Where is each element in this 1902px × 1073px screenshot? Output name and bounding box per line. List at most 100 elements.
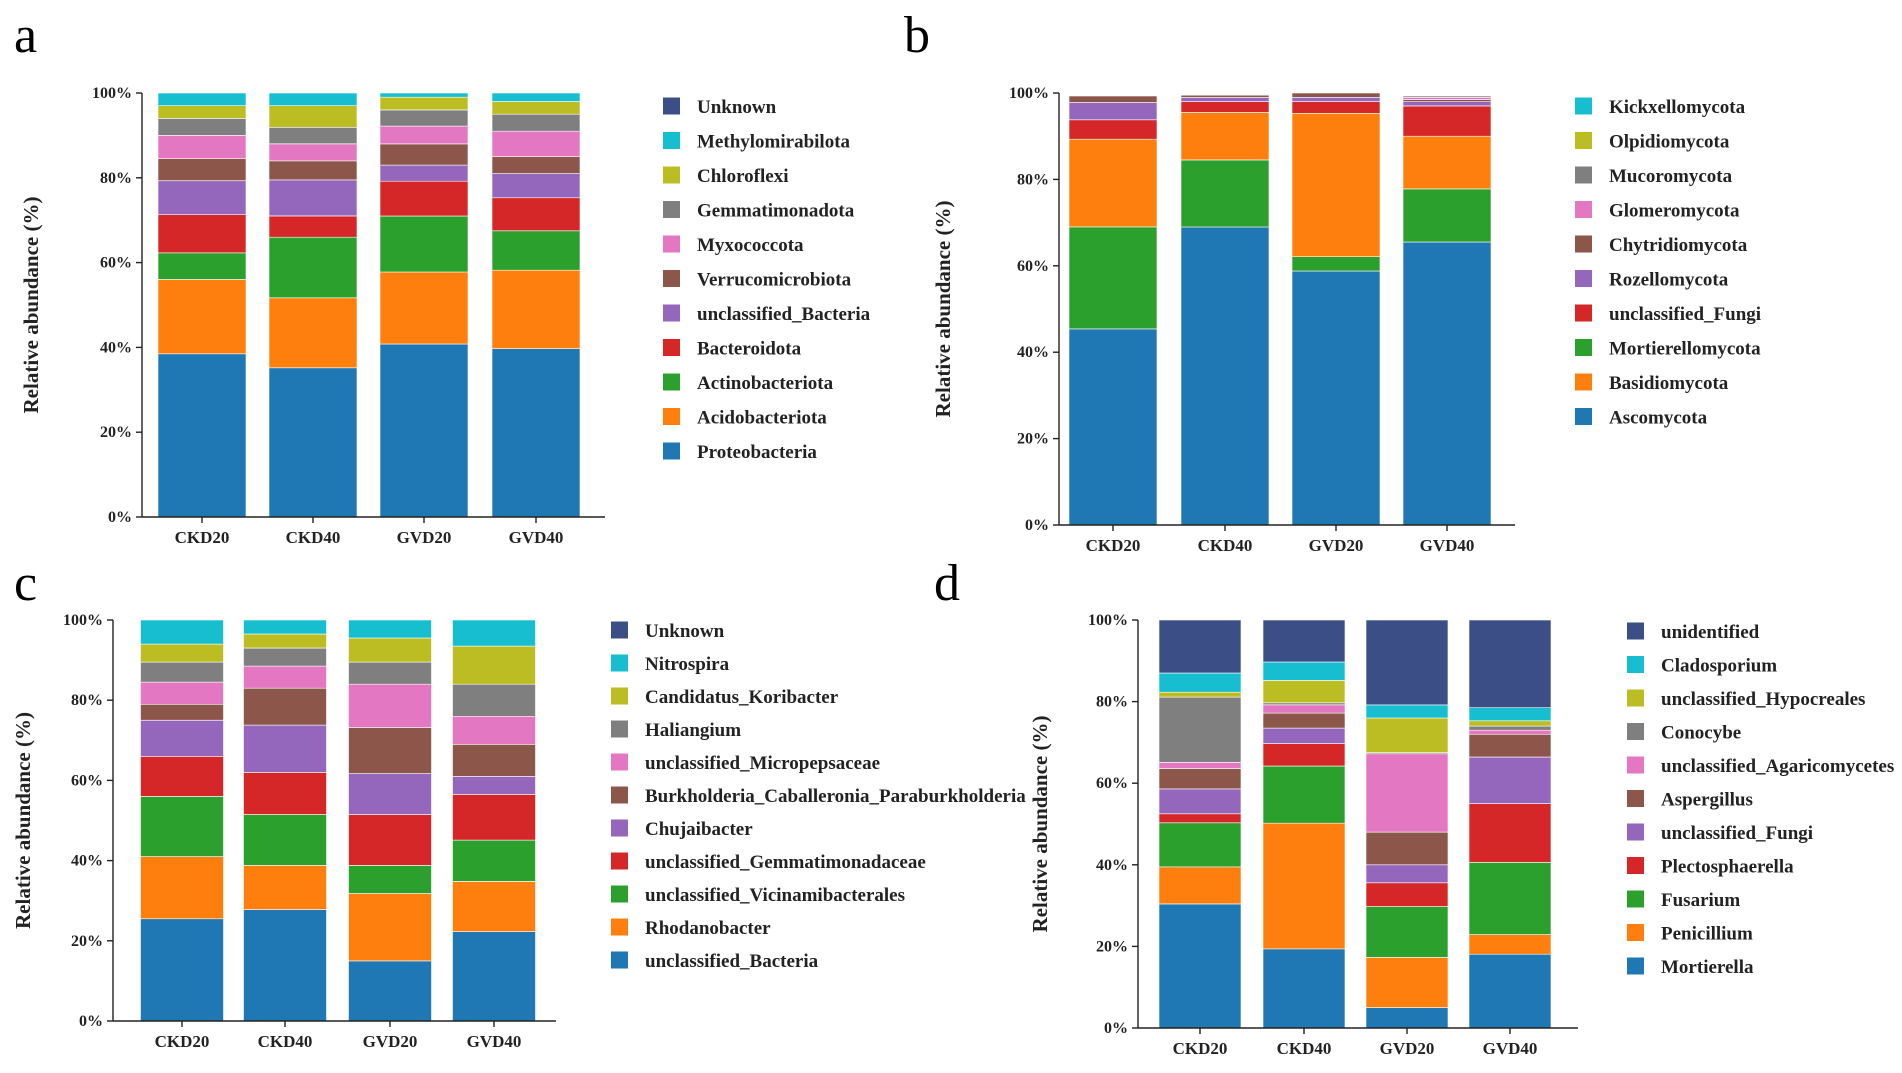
bar-c-ckd40-unclassified-micropepsaceae — [243, 665, 327, 689]
x-tick-label-c-gvd20: GVD20 — [363, 1032, 418, 1051]
bar-c-gvd20-rhodanobacter — [348, 893, 432, 962]
bar-a-gvd20-chloroflexi — [379, 96, 469, 111]
bar-b-gvd40-glomeromycota — [1402, 97, 1492, 100]
legend-swatch-b-unclassified-fungi — [1575, 304, 1592, 322]
legend-label-d-unclassified-hypocreales: unclassified_Hypocreales — [1661, 689, 1865, 710]
bar-c-gvd40-unclassified-micropepsaceae — [452, 715, 536, 745]
bar-d-ckd20-plectosphaerella — [1158, 813, 1242, 824]
legend-swatch-d-penicillium — [1627, 924, 1644, 941]
bar-b-ckd40-rozellomycota — [1180, 97, 1270, 102]
legend-label-b-mucoromycota: Mucoromycota — [1609, 166, 1733, 187]
legend-label-c-burkholderia-caballeronia-paraburkholderia: Burkholderia_Caballeronia_Paraburkholder… — [645, 786, 1026, 807]
y-tick-label-b: 40% — [1017, 344, 1049, 361]
legend-swatch-c-haliangium — [611, 720, 628, 738]
bar-c-ckd40-candidatus-koribacter — [243, 633, 327, 649]
legend-swatch-b-mucoromycota — [1575, 166, 1592, 184]
legend-swatch-c-unclassified-bacteria — [611, 951, 628, 969]
y-tick-label-d: 100% — [1088, 612, 1128, 629]
y-tick-label-c: 60% — [71, 772, 103, 789]
y-tick-label-c: 0% — [79, 1013, 103, 1030]
bar-a-gvd40-proteobacteria — [491, 348, 581, 518]
y-tick-label-d: 80% — [1096, 694, 1128, 711]
bar-d-gvd40-plectosphaerella — [1468, 803, 1552, 863]
bar-b-gvd20-basidiomycota-upper — [1291, 113, 1381, 257]
bar-c-gvd20-burkholderia-caballeronia-paraburkholderia — [348, 727, 432, 774]
bar-c-ckd40-haliangium — [243, 647, 327, 667]
legend-label-d-conocybe: Conocybe — [1661, 723, 1741, 744]
bar-c-ckd20-unclassified-bacteria — [140, 918, 224, 1022]
bar-c-gvd20-unclassified-bacteria — [348, 960, 432, 1022]
legend-swatch-b-olpidiomycota — [1575, 132, 1592, 149]
legend-label-c-nitrospira: Nitrospira — [645, 654, 730, 675]
bar-a-gvd20-gemmatimonadota — [379, 109, 469, 127]
x-tick-label-d-ckd40: CKD40 — [1277, 1039, 1332, 1058]
bar-a-ckd40-proteobacteria — [268, 367, 358, 518]
y-axis-title-c: Relative abundance (%) — [11, 712, 35, 929]
legend-label-a-unknown: Unknown — [697, 97, 777, 118]
bar-d-gvd20-unclassified-agaricomycetes — [1365, 753, 1449, 833]
y-tick-label-b: 20% — [1017, 431, 1049, 448]
legend-label-d-fusarium: Fusarium — [1661, 890, 1740, 911]
bar-b-gvd20-ascomycota — [1291, 270, 1381, 526]
bar-d-ckd40-unclassified-fungi — [1262, 727, 1346, 744]
bar-d-ckd20-penicillium — [1158, 866, 1242, 905]
legend-swatch-c-unclassified-micropepsaceae — [611, 753, 628, 771]
bar-a-ckd20-gemmatimonadota — [157, 118, 247, 136]
legend-label-b-kickxellomycota: Kickxellomycota — [1609, 97, 1746, 118]
legend-label-a-methylomirabilota: Methylomirabilota — [697, 132, 851, 153]
legend-label-d-penicillium: Penicillium — [1661, 924, 1753, 945]
bar-d-ckd20-mortierella — [1158, 903, 1242, 1029]
bar-b-gvd40-chytridiomycota — [1402, 99, 1492, 103]
x-tick-label-b-gvd20: GVD20 — [1309, 536, 1364, 555]
legend-swatch-a-bacteroidota — [663, 339, 680, 356]
legend-label-d-plectosphaerella: Plectosphaerella — [1661, 857, 1794, 878]
bar-a-gvd40-myxococcota — [491, 130, 581, 157]
bar-d-gvd20-penicillium — [1365, 957, 1449, 1008]
bar-d-ckd20-unclassified-agaricomycetes — [1158, 762, 1242, 769]
bar-b-ckd20-basidiomycota-upper — [1068, 138, 1158, 228]
bar-a-gvd40-chloroflexi — [491, 101, 581, 115]
legend-swatch-d-plectosphaerella — [1627, 857, 1644, 874]
legend-swatch-c-chujaibacter — [611, 819, 628, 837]
x-tick-label-b-ckd20: CKD20 — [1086, 536, 1141, 555]
y-tick-label-b: 100% — [1009, 85, 1049, 102]
chart-panel-d: 0% 20% 40% 60% 80% 100% CKD20 CKD40 GVD20 GVD40 Re… — [1028, 612, 1894, 1058]
bar-d-gvd40-unclassified-hypocreales — [1468, 720, 1552, 727]
bar-a-ckd20-methylomirabilota — [157, 92, 247, 106]
legend-label-d-unclassified-agaricomycetes: unclassified_Agaricomycetes — [1661, 756, 1894, 777]
y-tick-label-b: 0% — [1025, 517, 1049, 534]
x-tick-label-d-gvd20: GVD20 — [1380, 1039, 1435, 1058]
bar-c-ckd40-unclassified-gemmatimonadaceae — [243, 772, 327, 815]
legend-swatch-b-kickxellomycota — [1575, 97, 1592, 115]
bar-b-ckd20-rozellomycota — [1068, 102, 1158, 121]
bar-d-ckd40-fusarium — [1262, 765, 1346, 824]
bar-b-ckd40-chytridiomycota — [1180, 94, 1270, 98]
bar-c-gvd40-unclassified-bacteria — [452, 931, 536, 1022]
legend-swatch-d-unclassified-fungi — [1627, 823, 1644, 841]
bar-d-gvd40-penicillium — [1468, 934, 1552, 955]
x-tick-label-c-gvd40: GVD40 — [467, 1032, 522, 1051]
legend-swatch-d-unclassified-hypocreales — [1627, 689, 1644, 707]
panel-letter-a: a — [14, 7, 37, 64]
y-tick-label-a: 60% — [100, 255, 132, 272]
y-tick-label-d: 0% — [1104, 1020, 1128, 1037]
bar-b-ckd20-unclassified-fungi — [1068, 119, 1158, 140]
bar-b-gvd40-rozellomycota — [1402, 101, 1492, 107]
legend-swatch-d-cladosporium — [1627, 656, 1644, 673]
legend-swatch-d-unidentified — [1627, 622, 1644, 640]
legend-swatch-b-ascomycota — [1575, 408, 1592, 425]
bar-d-gvd20-fusarium — [1365, 906, 1449, 958]
y-tick-label-c: 100% — [63, 612, 103, 629]
bar-c-ckd20-nitrospira — [140, 619, 224, 645]
bar-c-gvd20-chujaibacter — [348, 773, 432, 815]
y-axis-title-a: Relative abundance (%) — [19, 197, 43, 414]
bar-d-ckd40-unidentified — [1262, 619, 1346, 663]
bar-b-gvd40-basidiomycota-upper — [1402, 135, 1492, 190]
bar-a-ckd40-verrucomicrobiota — [268, 160, 358, 181]
y-tick-label-d: 20% — [1096, 938, 1128, 955]
legend-swatch-c-nitrospira — [611, 654, 628, 672]
bar-a-gvd40-gemmatimonadota — [491, 113, 581, 132]
panel-letter-c: c — [14, 555, 37, 612]
y-axis-title-d: Relative abundance (%) — [1028, 716, 1052, 933]
